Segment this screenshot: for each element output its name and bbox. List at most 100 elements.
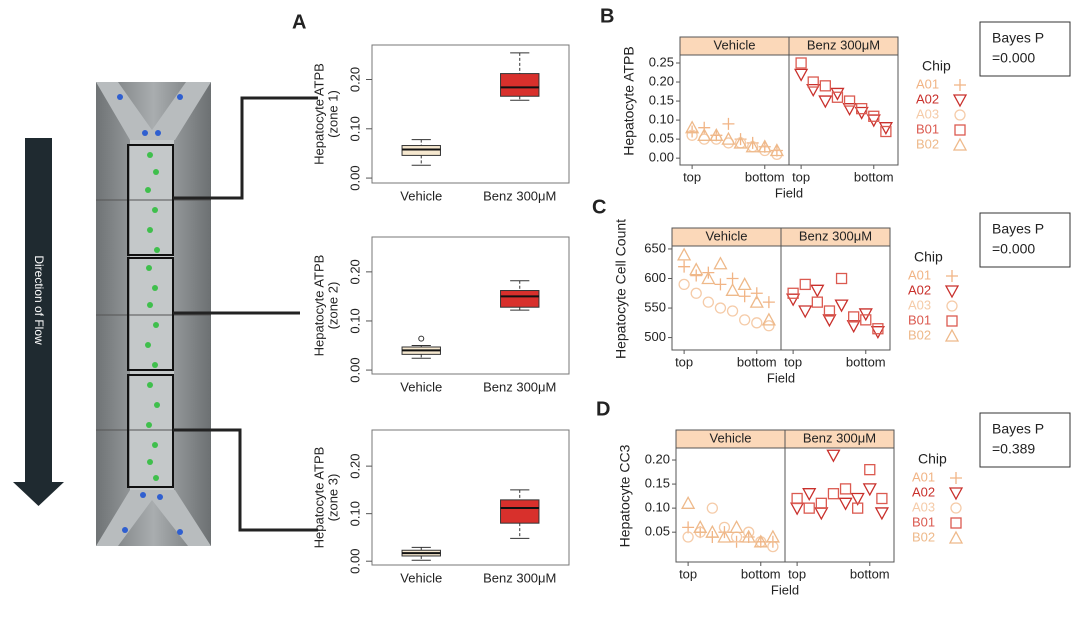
point <box>823 305 836 317</box>
plot-frame <box>671 245 782 351</box>
point <box>831 91 844 103</box>
legend-marker <box>950 472 962 484</box>
legend-label: A02 <box>908 282 931 297</box>
point <box>690 287 702 299</box>
y-tick-label: 0.00 <box>347 549 362 574</box>
point <box>677 247 692 261</box>
point <box>795 57 807 69</box>
legend-marker <box>948 530 964 544</box>
y-axis-label-sub: (zone 1) <box>325 90 340 138</box>
x-axis-label: Field <box>775 185 803 200</box>
point <box>717 529 732 543</box>
point <box>807 76 819 88</box>
point <box>819 80 831 92</box>
point <box>678 278 690 291</box>
panel-label: A <box>292 11 306 33</box>
point <box>681 495 696 509</box>
point <box>705 524 720 538</box>
point <box>706 502 718 514</box>
note-box <box>979 21 1071 77</box>
note-text: Bayes P <box>992 421 1044 437</box>
point <box>714 278 727 291</box>
outlier <box>418 335 425 342</box>
point <box>848 311 860 323</box>
point <box>753 534 768 548</box>
x-tick-label: bottom <box>745 169 785 184</box>
point <box>826 449 841 463</box>
y-axis-label: Hepatocyte ATPB <box>311 255 326 357</box>
y-tick-label: 0.00 <box>347 357 362 382</box>
point <box>815 497 827 509</box>
point <box>798 305 813 319</box>
point <box>790 502 805 516</box>
facet-label: Benz 300μM <box>803 430 876 445</box>
legend-label: A03 <box>908 297 931 312</box>
x-tick-label: bottom <box>850 566 890 581</box>
plot-frame <box>780 245 891 351</box>
y-tick-label: 0.10 <box>347 116 362 141</box>
y-axis-label: Hepatocyte ATPB <box>311 447 326 549</box>
point <box>697 127 712 141</box>
facet-label: Benz 300μM <box>799 228 872 243</box>
point <box>842 103 857 117</box>
point <box>827 488 840 500</box>
point <box>835 272 848 285</box>
legend-marker <box>946 270 958 282</box>
point <box>856 103 868 115</box>
point <box>866 114 881 128</box>
point <box>741 529 756 543</box>
point <box>739 314 751 326</box>
x-axis-label: Field <box>771 582 799 597</box>
point <box>757 139 772 153</box>
flow-arrow: Direction of Flow <box>13 138 64 506</box>
point <box>874 507 889 521</box>
point <box>709 127 724 141</box>
x-tick-label: top <box>683 169 701 184</box>
x-tick-label: top <box>675 354 693 369</box>
y-tick-label: 0.00 <box>347 165 362 190</box>
point <box>862 483 877 497</box>
x-tick-label: bottom <box>854 169 894 184</box>
legend-marker <box>950 517 962 529</box>
x-tick-label: top <box>788 566 806 581</box>
y-tick-label: 0.10 <box>649 112 674 127</box>
legend-label: B01 <box>908 312 931 327</box>
y-axis-label-sub: (zone 3) <box>325 474 340 522</box>
plot-frame <box>788 54 899 166</box>
legend-label: A01 <box>916 76 939 91</box>
facet-label: Vehicle <box>710 430 752 445</box>
y-tick-label: 0.00 <box>649 150 674 165</box>
y-tick-label: 600 <box>644 270 666 285</box>
y-tick-label: 0.15 <box>645 476 670 491</box>
point <box>710 129 723 142</box>
point <box>818 95 833 109</box>
point <box>737 277 752 291</box>
point <box>689 262 704 276</box>
y-tick-label: 0.20 <box>649 73 674 88</box>
point <box>830 87 845 101</box>
plot-frame <box>371 236 570 375</box>
point <box>839 483 852 495</box>
point <box>791 492 803 505</box>
point <box>864 463 876 476</box>
note-text: =0.000 <box>992 241 1035 257</box>
point <box>770 144 783 157</box>
point <box>868 110 880 122</box>
box <box>500 290 540 308</box>
point <box>725 282 740 296</box>
x-tick-label: Benz 300μM <box>483 379 556 394</box>
legend-marker <box>948 487 964 501</box>
note-text: =0.389 <box>992 441 1035 457</box>
point <box>713 256 728 270</box>
y-tick-label: 550 <box>644 299 666 314</box>
legend-marker <box>954 109 966 121</box>
legend-title: Chip <box>918 451 947 467</box>
panel-label: B <box>600 5 614 27</box>
point <box>786 293 801 307</box>
legend-label: A02 <box>912 484 935 499</box>
point <box>729 520 744 534</box>
point <box>810 284 825 298</box>
legend-marker <box>954 79 966 91</box>
point <box>852 502 864 514</box>
point <box>838 497 853 511</box>
